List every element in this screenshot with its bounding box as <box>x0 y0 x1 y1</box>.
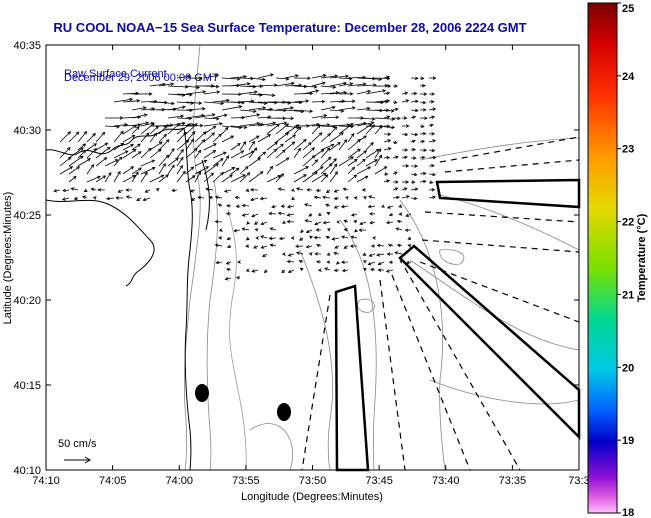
colorbar-tick-label: 24 <box>622 71 635 83</box>
wedge-south <box>334 284 370 472</box>
x-tick-label: 74:05 <box>99 475 127 487</box>
colorbar-tick-label: 25 <box>622 3 634 15</box>
wedge-middle <box>398 244 581 441</box>
x-axis-label: Longitude (Degrees:Minutes) <box>241 491 383 503</box>
colorbar-tick-label: 19 <box>622 435 634 447</box>
y-tick-label: 40:30 <box>13 125 41 137</box>
y-tick-label: 40:25 <box>13 210 41 222</box>
colorbar-tick-label: 23 <box>622 144 634 156</box>
radar-site-2 <box>277 403 291 421</box>
colorbar-ticks: 25 24 23 22 21 20 19 18 <box>617 2 635 518</box>
colorbar <box>587 2 618 514</box>
scale-label: 50 cm/s <box>58 438 97 450</box>
legend-line-1: Raw Surface Current <box>64 68 167 80</box>
x-tick-label: 73:3 <box>568 475 589 487</box>
y-tick-label: 40:10 <box>13 465 41 477</box>
y-axis-label: Latitude (Degrees:Minutes) <box>2 192 14 325</box>
x-tick-label: 73:50 <box>299 475 327 487</box>
scale-arrow <box>64 456 91 464</box>
y-tick-label: 40:15 <box>13 380 41 392</box>
colorbar-tick-label: 22 <box>622 217 634 229</box>
bathymetry-contours <box>183 45 579 470</box>
legend-line-2: December 29, 2006 00:00 GMT <box>64 72 219 84</box>
y-tick-label: 40:35 <box>13 40 41 52</box>
map-title: RU COOL NOAA−15 Sea Surface Temperature:… <box>53 20 527 35</box>
x-axis-ticks: 74:10 74:05 74:00 73:55 73:50 73:45 73:40 73:35… <box>32 45 590 487</box>
y-axis-ticks: 40:35 40:30 40:25 40:20 40:15 40:10 <box>13 40 579 477</box>
x-tick-label: 74:10 <box>32 475 60 487</box>
colorbar-label: Temperature (°C) <box>636 213 648 302</box>
x-tick-label: 73:45 <box>365 475 393 487</box>
radar-site-1 <box>195 384 209 402</box>
x-tick-label: 73:35 <box>499 475 527 487</box>
colorbar-tick-label: 20 <box>622 362 634 374</box>
x-tick-label: 74:00 <box>165 475 193 487</box>
colorbar-tick-label: 18 <box>622 507 634 518</box>
x-tick-label: 73:55 <box>232 475 260 487</box>
current-vectors <box>53 73 437 281</box>
colorbar-tick-label: 21 <box>622 289 634 301</box>
y-tick-label: 40:20 <box>13 295 41 307</box>
wedge-north <box>435 178 581 209</box>
x-tick-label: 73:40 <box>432 475 460 487</box>
